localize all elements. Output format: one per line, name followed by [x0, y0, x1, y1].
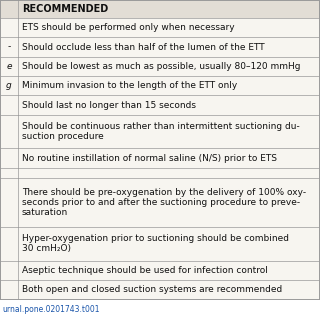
- Bar: [0, 37, 319, 57]
- Bar: [0, 260, 319, 280]
- Text: Aseptic technique should be used for infection control: Aseptic technique should be used for inf…: [22, 266, 268, 275]
- Bar: [0, 168, 319, 178]
- Bar: [0, 18, 319, 37]
- Text: g: g: [6, 81, 12, 90]
- Text: urnal.pone.0201743.t001: urnal.pone.0201743.t001: [2, 305, 100, 314]
- Bar: [0, 95, 319, 115]
- Text: No routine instillation of normal saline (N/S) prior to ETS: No routine instillation of normal saline…: [22, 154, 277, 163]
- Text: -: -: [7, 43, 11, 52]
- Text: Should last no longer than 15 seconds: Should last no longer than 15 seconds: [22, 100, 196, 110]
- Text: Hyper-oxygenation prior to suctioning should be combined
30 cmH₂O): Hyper-oxygenation prior to suctioning sh…: [22, 234, 289, 253]
- Bar: [0, 115, 319, 148]
- Text: ETS should be performed only when necessary: ETS should be performed only when necess…: [22, 23, 235, 32]
- Bar: [0, 57, 319, 76]
- Bar: [0, 280, 319, 299]
- Text: There should be pre-oxygenation by the delivery of 100% oxy-
seconds prior to an: There should be pre-oxygenation by the d…: [22, 188, 306, 217]
- Bar: [0, 178, 319, 227]
- Text: RECOMMENDED: RECOMMENDED: [22, 4, 108, 14]
- Bar: [0, 148, 319, 168]
- Bar: [0, 76, 319, 95]
- Text: Minimum invasion to the length of the ETT only: Minimum invasion to the length of the ET…: [22, 81, 237, 90]
- Text: e: e: [6, 62, 12, 71]
- Text: Should be continuous rather than intermittent suctioning du-
suction procedure: Should be continuous rather than intermi…: [22, 122, 300, 141]
- Text: Should occlude less than half of the lumen of the ETT: Should occlude less than half of the lum…: [22, 43, 265, 52]
- Bar: [0, 227, 319, 260]
- Bar: [0, 0, 319, 18]
- Text: Both open and closed suction systems are recommended: Both open and closed suction systems are…: [22, 285, 282, 294]
- Text: Should be lowest as much as possible, usually 80–120 mmHg: Should be lowest as much as possible, us…: [22, 62, 300, 71]
